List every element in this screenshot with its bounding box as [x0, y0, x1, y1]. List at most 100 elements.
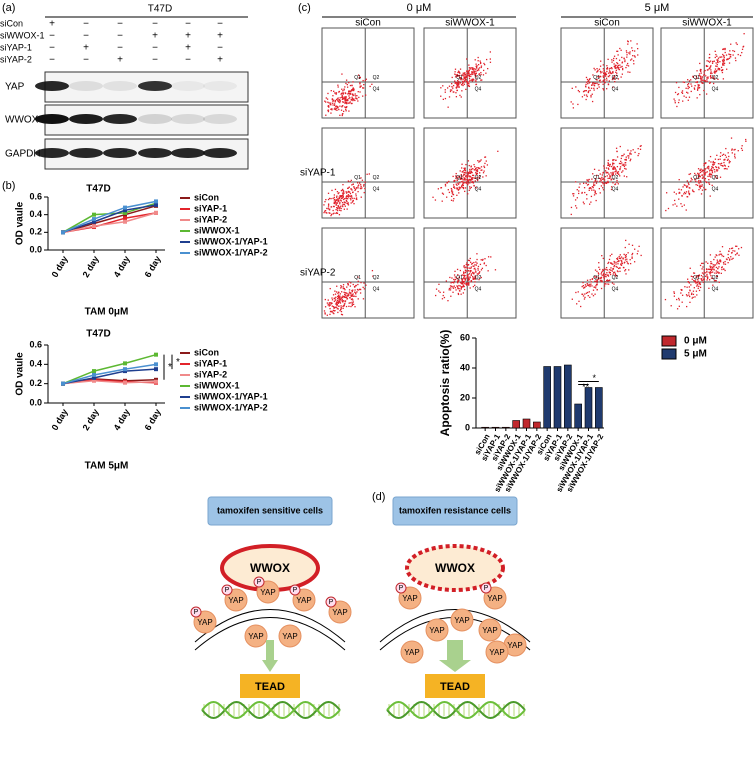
event-dot — [717, 261, 719, 263]
event-dot — [475, 173, 478, 175]
event-dot — [625, 254, 627, 256]
event-dot — [586, 95, 588, 98]
event-dot — [719, 155, 722, 158]
event-dot — [713, 258, 715, 261]
event-dot — [333, 307, 335, 309]
event-dot — [470, 274, 472, 276]
event-dot — [442, 98, 444, 100]
event-dot — [351, 197, 353, 200]
bar — [512, 420, 520, 429]
event-dot — [334, 299, 337, 301]
event-dot — [605, 182, 607, 184]
event-dot — [594, 280, 596, 283]
event-dot — [477, 269, 479, 271]
event-dot — [355, 195, 357, 197]
event-dot — [438, 290, 440, 292]
event-dot — [717, 158, 720, 161]
event-dot — [717, 267, 719, 270]
event-dot — [453, 180, 455, 182]
event-dot — [713, 71, 715, 73]
event-dot — [480, 159, 482, 161]
event-dot — [606, 65, 608, 67]
event-dot — [629, 153, 631, 155]
event-dot — [349, 197, 351, 200]
event-dot — [452, 193, 454, 195]
treatment-label: siYAP-2 — [0, 54, 32, 64]
band — [35, 81, 69, 91]
series-line — [62, 205, 157, 234]
event-dot — [734, 155, 736, 157]
event-dot — [348, 305, 350, 307]
event-dot — [608, 70, 611, 72]
event-dot — [587, 86, 590, 89]
event-dot — [694, 85, 696, 87]
event-dot — [353, 203, 355, 205]
event-dot — [339, 207, 341, 209]
legend-label: siWWOX-1/YAP-1 — [194, 236, 268, 246]
event-dot — [705, 65, 708, 68]
event-dot — [335, 92, 337, 94]
event-dot — [595, 285, 597, 287]
event-dot — [713, 60, 715, 62]
event-dot — [475, 271, 477, 273]
event-dot — [336, 212, 339, 214]
event-dot — [690, 177, 692, 179]
event-dot — [575, 86, 577, 88]
event-dot — [354, 97, 357, 99]
quadrant-label: Q1 — [354, 275, 361, 281]
event-dot — [346, 298, 349, 300]
event-dot — [614, 78, 616, 80]
event-dot — [362, 87, 365, 89]
quadrant-label: Q4 — [612, 87, 619, 93]
event-dot — [354, 93, 356, 95]
event-dot — [615, 74, 618, 76]
event-dot — [709, 265, 711, 267]
event-dot — [683, 184, 685, 186]
event-dot — [708, 268, 710, 271]
event-dot — [596, 71, 598, 73]
event-dot — [341, 298, 343, 301]
event-dot — [594, 269, 597, 271]
event-dot — [352, 89, 354, 92]
event-dot — [474, 275, 476, 277]
event-dot — [461, 282, 463, 284]
event-dot — [341, 114, 343, 117]
event-dot — [713, 266, 715, 268]
event-dot — [342, 196, 344, 198]
event-dot — [459, 176, 461, 178]
event-dot — [717, 59, 719, 61]
event-dot — [360, 196, 362, 198]
event-dot — [613, 159, 615, 161]
event-dot — [640, 254, 642, 257]
event-dot — [334, 92, 336, 94]
event-dot — [341, 101, 344, 103]
event-dot — [470, 165, 472, 167]
event-dot — [350, 292, 352, 294]
band — [171, 148, 205, 158]
series-line — [62, 368, 157, 385]
event-dot — [673, 295, 675, 297]
event-dot — [708, 168, 710, 170]
event-dot — [357, 187, 359, 189]
event-dot — [331, 189, 333, 192]
event-dot — [670, 305, 672, 307]
event-dot — [476, 179, 479, 182]
event-dot — [625, 164, 627, 166]
event-dot — [599, 173, 601, 175]
event-dot — [593, 276, 596, 278]
event-dot — [340, 195, 342, 197]
event-dot — [470, 281, 472, 283]
event-dot — [462, 285, 465, 287]
event-dot — [458, 186, 460, 188]
event-dot — [587, 180, 589, 182]
event-dot — [740, 246, 743, 249]
event-dot — [464, 190, 466, 193]
event-dot — [607, 162, 609, 164]
bar — [595, 387, 603, 429]
event-dot — [450, 187, 453, 190]
event-dot — [345, 305, 348, 308]
event-dot — [472, 69, 474, 71]
event-dot — [704, 170, 706, 172]
event-dot — [326, 207, 328, 210]
event-dot — [327, 203, 330, 205]
